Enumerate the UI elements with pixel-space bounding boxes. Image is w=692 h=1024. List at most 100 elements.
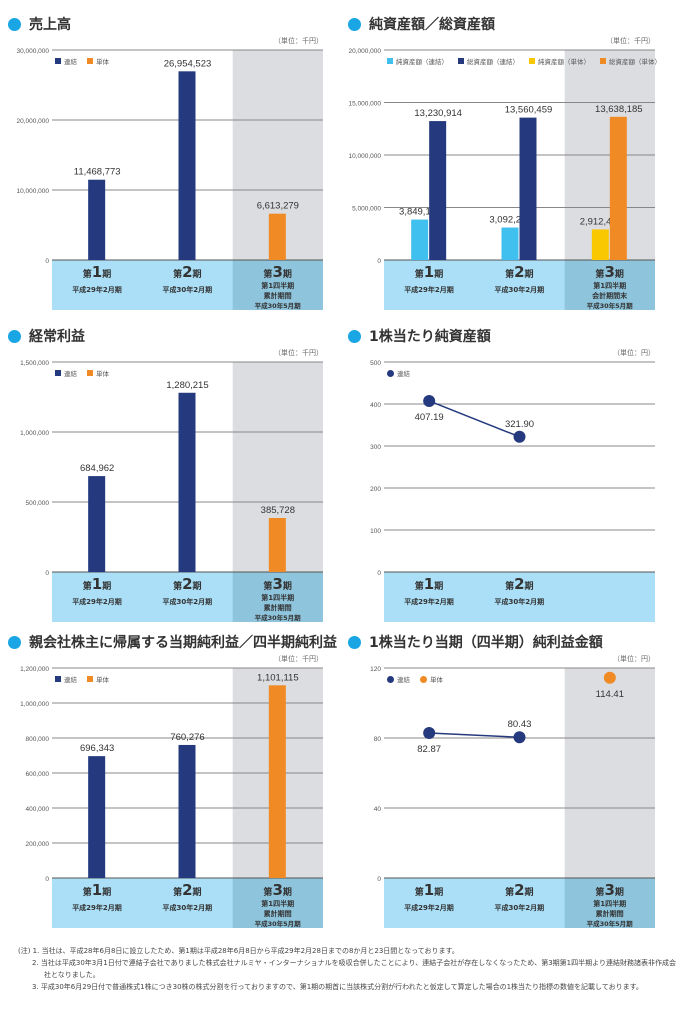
period-prefix: 第	[173, 888, 183, 898]
period-detail: 平成30年5月期	[586, 302, 633, 310]
unit-label: （単位：千円）	[606, 37, 655, 45]
y-tick-label: 10,000,000	[16, 188, 49, 195]
legend-label: 総資産額（連結）	[467, 58, 519, 66]
category-band-current	[232, 878, 323, 928]
period-prefix: 第	[414, 582, 424, 592]
bar	[429, 121, 447, 260]
bar	[591, 229, 609, 260]
footnotes: (注) 1. 当社は、平成28年6月8日に設立したため、第1期は平成28年6月8…	[18, 945, 678, 993]
y-tick-label: 80	[374, 736, 382, 743]
period-detail: 累計期間	[595, 910, 624, 918]
category-label: 第3期 第1四半期 累計期間 平成30年5月期	[233, 881, 323, 929]
chart-svg: 0 5,000,000 10,000,000 15,000,000 20,000,000…	[348, 48, 655, 310]
legend-label: 単体	[96, 370, 109, 378]
category-label: 第2期 平成30年2月期	[474, 881, 564, 913]
period-number: 2	[182, 881, 193, 899]
period-suffix: 期	[614, 888, 624, 898]
bar-value-label: 13,230,914	[414, 108, 462, 119]
y-tick-label: 1,000,000	[20, 701, 49, 708]
legend-label: 純資産額（単体）	[538, 58, 590, 66]
period-detail: 平成29年2月期	[404, 904, 454, 912]
period-name: 第2期	[142, 575, 232, 593]
legend-label: 単体	[430, 676, 443, 684]
period-number: 3	[604, 263, 615, 281]
unit-label: （単位：千円）	[274, 349, 323, 357]
y-tick-label: 200,000	[26, 841, 50, 848]
y-tick-label: 10,000,000	[348, 153, 381, 160]
y-tick-label: 1,200,000	[20, 666, 49, 673]
legend-square-icon	[458, 58, 464, 64]
footnote-3: 3. 平成30年6月29日付で普通株式1株につき30株の株式分割を行っております…	[32, 983, 643, 991]
chart-legend: 連結 単体	[387, 674, 443, 684]
bar	[88, 476, 106, 572]
legend-item: 連結	[55, 56, 77, 66]
legend-item: 総資産額（連結）	[458, 56, 519, 66]
period-prefix: 第	[505, 888, 515, 898]
bar	[88, 756, 106, 878]
y-tick-label: 200	[370, 486, 381, 493]
legend-square-icon	[55, 676, 61, 682]
chart-title-text: 1株当たり当期（四半期）純利益金額	[369, 635, 603, 651]
period-prefix: 第	[414, 888, 424, 898]
legend-item: 単体	[87, 56, 109, 66]
chart-panel: 0 40 80 120 82.87 80.43 114.41 1株当たり当期（四半期）純利益金…	[346, 618, 692, 928]
period-prefix: 第	[505, 582, 515, 592]
legend-square-icon	[600, 58, 606, 64]
y-tick-label: 20,000,000	[16, 118, 49, 125]
period-detail: 平成29年2月期	[404, 598, 454, 606]
period-prefix: 第	[173, 582, 183, 592]
data-point	[513, 430, 526, 443]
category-band	[384, 572, 655, 622]
chart-panel: 0 10,000,000 20,000,000 30,000,000 11,468,77…	[0, 0, 346, 310]
y-tick-label: 0	[377, 258, 381, 265]
period-detail: 平成29年2月期	[404, 286, 454, 294]
chart-title: 純資産額／総資産額	[348, 14, 495, 34]
legend-label: 総資産額（単体）	[609, 58, 661, 66]
legend-circle-icon	[387, 675, 394, 683]
unit-label: （単位：千円）	[274, 655, 323, 663]
y-tick-label: 30,000,000	[16, 48, 49, 55]
period-prefix: 第	[82, 582, 92, 592]
y-tick-label: 0	[377, 570, 381, 577]
bar-value-label: 684,962	[80, 463, 114, 474]
category-label: 第1期 平成29年2月期	[384, 263, 474, 295]
period-suffix: 期	[192, 270, 202, 280]
category-label: 第3期 第1四半期 会計期間末 平成30年5月期	[565, 263, 655, 311]
period-suffix: 期	[524, 888, 534, 898]
period-name: 第1期	[52, 263, 142, 281]
period-suffix: 期	[192, 888, 202, 898]
y-tick-label: 0	[45, 876, 49, 883]
y-tick-label: 400,000	[26, 806, 50, 813]
chart-panel: 0 500,000 1,000,000 1,500,000 684,962 1,280,2…	[0, 312, 346, 622]
category-label: 第1期 平成29年2月期	[384, 575, 474, 607]
bar-value-label: 3,849,135	[399, 207, 441, 218]
bar-value-label: 696,343	[80, 743, 114, 754]
period-number: 3	[272, 263, 283, 281]
chart-panel: 0 200,000 400,000 600,000 800,000 1,000,000 1,…	[0, 618, 346, 928]
period-number: 3	[272, 881, 283, 899]
period-detail: 第1四半期	[593, 282, 627, 290]
period-detail: 平成29年2月期	[72, 598, 122, 606]
period-suffix: 期	[282, 270, 292, 280]
legend-square-icon	[87, 58, 93, 64]
legend-label: 単体	[96, 676, 109, 684]
y-tick-label: 600,000	[26, 771, 50, 778]
category-band-current	[232, 572, 323, 622]
period-number: 3	[604, 881, 615, 899]
period-number: 1	[423, 575, 435, 593]
title-bullet-icon	[348, 635, 361, 649]
y-tick-label: 15,000,000	[348, 101, 381, 108]
bar-value-label: 760,276	[170, 732, 204, 743]
period-detail: 平成30年5月期	[254, 920, 301, 928]
legend-square-icon	[87, 676, 93, 682]
period-number: 1	[91, 881, 103, 899]
legend-label: 連結	[64, 676, 77, 684]
bar	[178, 744, 196, 878]
period-suffix: 期	[434, 888, 444, 898]
period-prefix: 第	[595, 270, 605, 280]
period-name: 第3期	[565, 263, 655, 281]
period-name: 第1期	[384, 881, 474, 899]
chart-panel: 0 5,000,000 10,000,000 15,000,000 20,000,000…	[346, 0, 692, 310]
y-tick-label: 120	[370, 666, 381, 673]
bar	[268, 213, 286, 260]
